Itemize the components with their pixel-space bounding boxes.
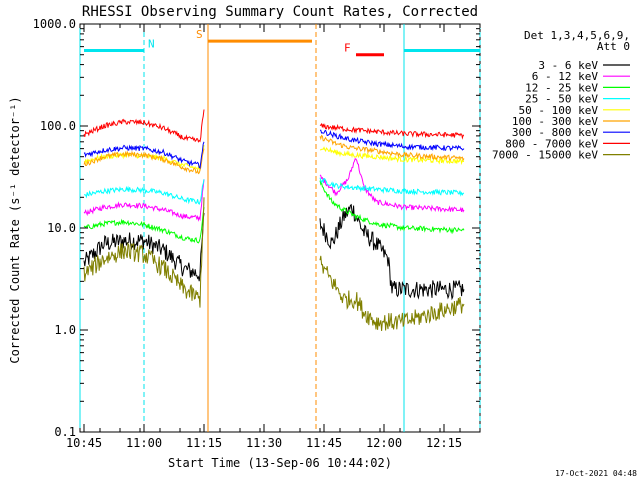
- series-line-7-segment-1: [319, 122, 464, 140]
- x-tick-label-5: 12:00: [366, 436, 402, 450]
- legend-header-line-2: Att 0: [597, 40, 630, 53]
- y-tick-label-2: 10.0: [47, 221, 76, 235]
- series-line-1-segment-1: [319, 157, 465, 213]
- series-line-5-segment-0: [83, 148, 205, 175]
- y-axis-label: Corrected Count Rate (s⁻¹ detector⁻¹): [8, 96, 22, 363]
- x-tick-label-3: 11:30: [246, 436, 282, 450]
- series-line-5-segment-1: [319, 134, 465, 162]
- y-tick-label-1: 1.0: [54, 323, 76, 337]
- series-line-2-segment-0: [83, 207, 205, 244]
- legend-label-6: 300 - 800 keV: [512, 126, 598, 139]
- series-line-6-segment-1: [320, 129, 465, 152]
- legend-label-7: 800 - 7000 keV: [505, 137, 598, 150]
- legend-label-0: 3 - 6 keV: [538, 59, 598, 72]
- series-layer: [83, 109, 465, 332]
- series-line-8-segment-0: [83, 197, 205, 308]
- y-tick-label-0: 0.1: [54, 425, 76, 439]
- legend-label-2: 12 - 25 keV: [525, 81, 598, 94]
- series-line-0-segment-1: [319, 203, 465, 301]
- series-line-4-segment-0: [83, 145, 205, 171]
- series-line-4-segment-1: [319, 146, 465, 166]
- annotation-label-0: N: [148, 37, 155, 50]
- series-line-1-segment-0: [83, 179, 205, 222]
- annotation-label-1: S: [196, 28, 203, 41]
- annotation-label-2: F: [344, 42, 351, 55]
- y-tick-label-4: 1000.0: [33, 17, 76, 31]
- series-line-3-segment-0: [84, 179, 205, 205]
- legend-label-5: 100 - 300 keV: [512, 115, 598, 128]
- series-line-7-segment-0: [83, 109, 205, 143]
- x-axis-label: Start Time (13-Sep-06 10:44:02): [168, 456, 392, 470]
- series-line-3-segment-1: [319, 177, 465, 197]
- legend-label-1: 6 - 12 keV: [532, 70, 599, 83]
- series-line-6-segment-0: [83, 141, 205, 169]
- series-line-8-segment-1: [319, 255, 465, 332]
- generation-timestamp: 17-Oct-2021 04:48: [555, 469, 637, 478]
- x-tick-label-1: 11:00: [126, 436, 162, 450]
- x-tick-label-2: 11:15: [186, 436, 222, 450]
- x-tick-label-6: 12:15: [426, 436, 462, 450]
- y-tick-label-3: 100.0: [40, 119, 76, 133]
- series-line-0-segment-0: [83, 213, 205, 282]
- series-line-2-segment-1: [319, 180, 465, 235]
- axis-ticks: 10:45 11:00 11:15 11:30 11:45 12:00 12:15 0.1 1.…: [33, 17, 481, 450]
- x-tick-label-4: 11:45: [306, 436, 342, 450]
- legend-label-8: 7000 - 15000 keV: [492, 149, 598, 162]
- x-tick-label-0: 10:45: [66, 436, 102, 450]
- legend-label-3: 25 - 50 keV: [525, 93, 598, 106]
- chart-title: RHESSI Observing Summary Count Rates, Co…: [82, 4, 478, 20]
- legend-header-line-1: Det 1,3,4,5,6,9,: [524, 29, 630, 42]
- legend-label-4: 50 - 100 keV: [519, 104, 599, 117]
